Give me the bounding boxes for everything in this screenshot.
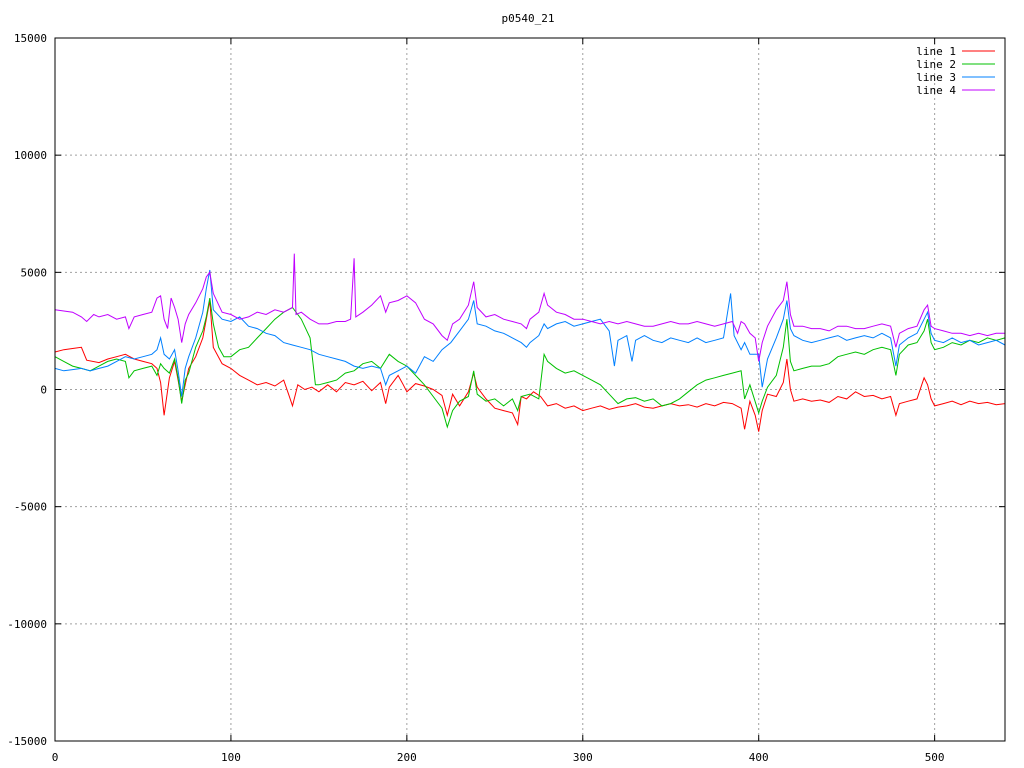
series-line-1	[54, 300, 1006, 432]
chart-title: p0540_21	[502, 12, 555, 25]
x-tick-label: 400	[749, 751, 769, 764]
y-tick-label: -5000	[14, 501, 47, 514]
series-line-2	[54, 298, 1006, 429]
x-tick-label: 300	[573, 751, 593, 764]
series-layer	[54, 253, 1006, 432]
x-tick-label: 200	[397, 751, 417, 764]
x-tick-label: 500	[925, 751, 945, 764]
y-tick-label: 15000	[14, 32, 47, 45]
axis-ticks: -15000 -10000 -5000 0 5000 10000 15000 0 100 200 3…	[7, 32, 1005, 764]
grid-lines	[55, 38, 1005, 741]
series-line-3	[54, 269, 1006, 397]
y-tick-label: -10000	[7, 618, 47, 631]
y-tick-label: 5000	[21, 266, 48, 279]
y-tick-label: 0	[40, 384, 47, 397]
y-tick-label: -15000	[7, 735, 47, 748]
legend-label: line 3	[916, 71, 956, 84]
legend-label: line 2	[916, 58, 956, 71]
legend-label: line 4	[916, 84, 956, 97]
legend-label: line 1	[916, 45, 956, 58]
x-tick-label: 0	[52, 751, 59, 764]
series-line-4	[54, 253, 1005, 362]
y-tick-label: 10000	[14, 149, 47, 162]
x-tick-label: 100	[221, 751, 241, 764]
